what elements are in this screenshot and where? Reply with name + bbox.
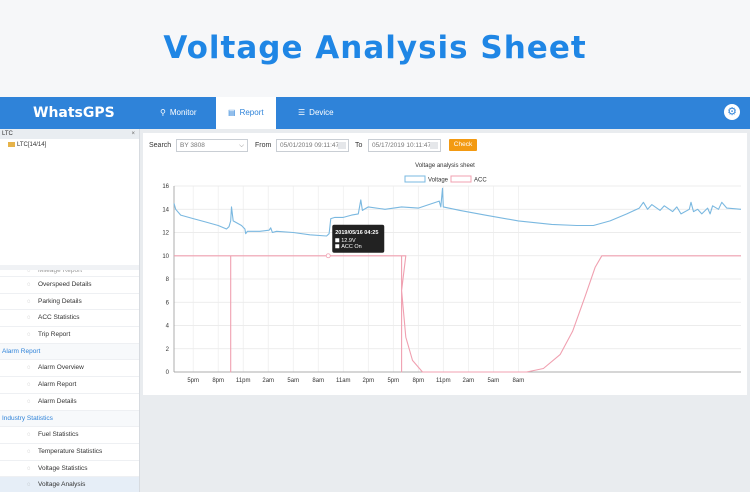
tooltip-marker	[335, 244, 340, 249]
legend-label-acc: ACC	[474, 178, 487, 184]
device-list-icon: ☰	[298, 108, 306, 117]
from-label: From	[255, 142, 272, 149]
menu-group: Industry Statistics	[0, 410, 139, 428]
device-tree: LTC[14/14]	[0, 139, 139, 265]
chart-icon: ◌	[27, 482, 31, 489]
nav-report[interactable]: ▤ Report	[216, 97, 276, 129]
acc-icon: ◌	[27, 315, 31, 322]
menu-group: Alarm Report	[0, 343, 139, 361]
top-nav: WhatsGPS ⚲ Monitor ▤ Report ☰ Device ⚙	[0, 97, 750, 129]
y-tick-label: 10	[162, 254, 169, 260]
from-date-input[interactable]: 05/01/2019 09:11:47	[276, 139, 349, 152]
x-tick-label: 5am	[287, 378, 299, 384]
x-tick-label: 5pm	[187, 378, 199, 384]
chart-panel: Search BY 3808 ⌵ From 05/01/2019 09:11:47…	[143, 133, 747, 395]
legend-swatch-acc	[450, 175, 472, 183]
x-tick-label: 8pm	[212, 378, 224, 384]
page-title: Voltage Analysis Sheet	[163, 30, 587, 66]
menu-item[interactable]: ◌ Temperature Statistics	[0, 444, 139, 461]
legend-swatch-voltage	[404, 175, 426, 183]
x-tick-label: 2am	[463, 378, 475, 384]
menu-item[interactable]: ◌ Alarm Details	[0, 394, 139, 411]
voltage-chart: Voltage analysis sheet Voltage ACC 0 2 4 6 8 10 1…	[162, 163, 742, 384]
check-button[interactable]: Check	[449, 139, 477, 151]
y-tick-label: 4	[166, 324, 170, 330]
tree-node[interactable]: LTC[14/14]	[8, 142, 139, 148]
tooltip-title: 2019/05/16 04:25	[335, 230, 378, 236]
y-tick-label: 14	[162, 207, 169, 213]
trip-icon: ◌	[27, 332, 31, 339]
tooltip-line: 12.9V	[341, 238, 356, 244]
x-tick-label: 8am	[513, 378, 525, 384]
folder-icon	[8, 142, 15, 147]
x-tick-label: 5pm	[387, 378, 399, 384]
y-tick-label: 0	[166, 370, 170, 376]
legend-label-voltage: Voltage	[428, 178, 449, 184]
menu-item[interactable]: ◌ ACC Statistics	[0, 310, 139, 328]
menu-item[interactable]: ◌ Overspeed Details	[0, 277, 139, 294]
hover-point	[325, 253, 331, 259]
bell-icon: ◌	[27, 365, 31, 372]
menu-item[interactable]: ◌ Alarm Report	[0, 377, 139, 394]
y-tick-label: 12	[162, 231, 169, 237]
voltage-icon: ◌	[27, 465, 31, 472]
x-tick-label: 8am	[312, 378, 324, 384]
chart-title: Voltage analysis sheet	[415, 163, 475, 169]
to-label: To	[355, 142, 363, 149]
banner: Voltage Analysis Sheet	[0, 0, 750, 97]
mileage-icon: ◌	[27, 270, 31, 274]
divider	[0, 265, 139, 270]
x-tick-label: 8pm	[412, 378, 424, 384]
y-tick-label: 16	[162, 184, 169, 190]
menu-item[interactable]: ◌ Fuel Statistics	[0, 427, 139, 444]
report-menu: ◌ Mileage Report ◌ Overspeed Details ◌ Parkin…	[0, 270, 139, 492]
menu-item[interactable]: ◌ Alarm Overview	[0, 360, 139, 378]
tooltip-box	[332, 224, 385, 253]
sidebar-header: LTC ×	[0, 129, 139, 139]
x-tick-label: 11pm	[436, 378, 451, 384]
menu-item[interactable]: ◌ Voltage Statistics	[0, 461, 139, 478]
menu-item[interactable]: ◌ Parking Details	[0, 294, 139, 311]
menu-item[interactable]: ◌ Voltage Analysis	[0, 477, 139, 492]
y-tick-label: 8	[166, 277, 170, 283]
x-tick-label: 11pm	[236, 378, 251, 384]
close-icon[interactable]: ×	[131, 131, 135, 137]
series-line-voltage	[173, 187, 742, 237]
settings-icon[interactable]: ⚙	[724, 104, 740, 120]
x-tick-label: 11am	[336, 378, 351, 384]
logo[interactable]: WhatsGPS	[33, 105, 115, 121]
calendar-icon	[430, 142, 438, 149]
device-select[interactable]: BY 3808 ⌵	[176, 139, 248, 152]
sidebar: LTC × LTC[14/14] ◌ Mileage Report ◌ Overspe…	[0, 129, 140, 492]
y-tick-label: 6	[166, 300, 170, 306]
filter-bar: Search BY 3808 ⌵ From 05/01/2019 09:11:47…	[149, 139, 739, 153]
thermometer-icon: ◌	[27, 448, 31, 455]
search-label: Search	[149, 142, 172, 149]
alarm-icon: ◌	[27, 382, 31, 389]
x-tick-label: 2am	[262, 378, 274, 384]
details-icon: ◌	[27, 398, 31, 405]
speed-icon: ◌	[27, 282, 31, 288]
nav-monitor[interactable]: ⚲ Monitor	[148, 97, 209, 129]
parking-icon: ◌	[27, 298, 31, 305]
tooltip-marker	[335, 238, 340, 243]
main-area: Search BY 3808 ⌵ From 05/01/2019 09:11:47…	[140, 129, 750, 492]
location-pin-icon: ⚲	[160, 108, 166, 117]
y-tick-label: 2	[166, 347, 170, 353]
x-tick-label: 5am	[488, 378, 500, 384]
x-tick-label: 2pm	[362, 378, 374, 384]
fuel-icon: ◌	[27, 432, 31, 439]
calendar-icon	[338, 142, 346, 149]
report-icon: ▤	[228, 108, 236, 117]
chevron-down-icon: ⌵	[239, 142, 244, 149]
to-date-input[interactable]: 05/17/2019 10:11:47	[368, 139, 441, 152]
series-line-acc	[174, 255, 741, 373]
nav-device[interactable]: ☰ Device	[286, 97, 346, 129]
menu-item[interactable]: ◌ Trip Report	[0, 327, 139, 344]
tooltip-line: ACC On	[341, 244, 361, 250]
menu-item[interactable]: ◌ Mileage Report	[0, 270, 139, 277]
